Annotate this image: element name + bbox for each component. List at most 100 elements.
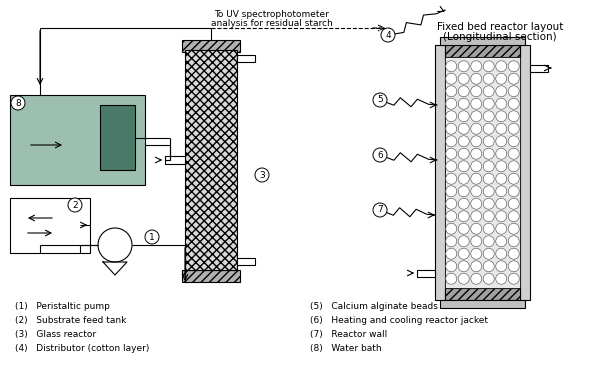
Circle shape — [471, 198, 482, 209]
Circle shape — [483, 111, 494, 122]
Circle shape — [496, 211, 507, 222]
Circle shape — [496, 173, 507, 184]
Circle shape — [508, 198, 519, 209]
Text: 4: 4 — [385, 30, 391, 40]
Circle shape — [496, 148, 507, 159]
Circle shape — [471, 98, 482, 109]
Bar — [165, 156, 185, 164]
Circle shape — [496, 136, 507, 147]
Circle shape — [458, 148, 469, 159]
Circle shape — [483, 261, 494, 272]
Text: 5: 5 — [377, 96, 383, 104]
Circle shape — [483, 98, 494, 109]
Circle shape — [446, 173, 457, 184]
Circle shape — [373, 203, 387, 217]
Circle shape — [458, 186, 469, 197]
Circle shape — [483, 73, 494, 84]
Circle shape — [496, 186, 507, 197]
Text: 2: 2 — [72, 200, 78, 210]
Circle shape — [446, 211, 457, 222]
Circle shape — [11, 96, 25, 110]
Circle shape — [446, 86, 457, 97]
Circle shape — [446, 261, 457, 272]
Circle shape — [458, 211, 469, 222]
Circle shape — [446, 236, 457, 247]
Circle shape — [458, 123, 469, 134]
Circle shape — [458, 111, 469, 122]
Circle shape — [508, 73, 519, 84]
Bar — [100, 105, 135, 170]
Circle shape — [496, 236, 507, 247]
Circle shape — [483, 273, 494, 284]
Circle shape — [446, 198, 457, 209]
Circle shape — [446, 186, 457, 197]
Circle shape — [458, 98, 469, 109]
Bar — [440, 300, 525, 308]
Bar — [440, 37, 525, 45]
Circle shape — [483, 211, 494, 222]
Bar — [435, 45, 445, 300]
Circle shape — [496, 273, 507, 284]
Text: To UV spectrophotometer: To UV spectrophotometer — [215, 10, 329, 19]
Circle shape — [508, 261, 519, 272]
Circle shape — [446, 123, 457, 134]
Circle shape — [471, 123, 482, 134]
Circle shape — [483, 223, 494, 234]
Circle shape — [496, 223, 507, 234]
Circle shape — [496, 161, 507, 172]
Circle shape — [496, 98, 507, 109]
Circle shape — [471, 61, 482, 72]
Circle shape — [471, 248, 482, 259]
Circle shape — [496, 248, 507, 259]
Bar — [10, 198, 90, 253]
Circle shape — [508, 111, 519, 122]
Text: 6: 6 — [377, 150, 383, 160]
Bar — [445, 57, 520, 288]
Bar — [530, 65, 548, 72]
Text: 3: 3 — [259, 171, 265, 179]
Circle shape — [458, 136, 469, 147]
Circle shape — [483, 161, 494, 172]
Circle shape — [458, 236, 469, 247]
Text: (7)   Reactor wall: (7) Reactor wall — [310, 330, 387, 339]
Circle shape — [446, 223, 457, 234]
Circle shape — [458, 223, 469, 234]
Bar — [445, 45, 520, 57]
Circle shape — [508, 136, 519, 147]
Circle shape — [373, 148, 387, 162]
Circle shape — [483, 123, 494, 134]
Circle shape — [508, 186, 519, 197]
Circle shape — [255, 168, 269, 182]
Circle shape — [471, 73, 482, 84]
Text: (Longitudinal section): (Longitudinal section) — [443, 32, 557, 42]
Circle shape — [446, 73, 457, 84]
Circle shape — [471, 161, 482, 172]
Circle shape — [496, 61, 507, 72]
Circle shape — [483, 236, 494, 247]
Circle shape — [98, 228, 132, 262]
Text: (8)   Water bath: (8) Water bath — [310, 344, 382, 353]
Circle shape — [508, 86, 519, 97]
Circle shape — [471, 136, 482, 147]
Text: 1: 1 — [149, 232, 155, 242]
Circle shape — [496, 123, 507, 134]
Circle shape — [381, 28, 395, 42]
Circle shape — [508, 148, 519, 159]
Bar — [182, 270, 240, 282]
Text: analysis for residual starch: analysis for residual starch — [211, 19, 333, 28]
Circle shape — [458, 198, 469, 209]
Circle shape — [458, 61, 469, 72]
Circle shape — [508, 161, 519, 172]
Circle shape — [458, 273, 469, 284]
Bar — [417, 270, 435, 277]
Circle shape — [496, 86, 507, 97]
Circle shape — [471, 236, 482, 247]
Circle shape — [458, 161, 469, 172]
Circle shape — [446, 98, 457, 109]
Circle shape — [471, 148, 482, 159]
Circle shape — [483, 198, 494, 209]
Circle shape — [446, 61, 457, 72]
Bar — [237, 258, 255, 265]
Circle shape — [508, 173, 519, 184]
Circle shape — [471, 261, 482, 272]
